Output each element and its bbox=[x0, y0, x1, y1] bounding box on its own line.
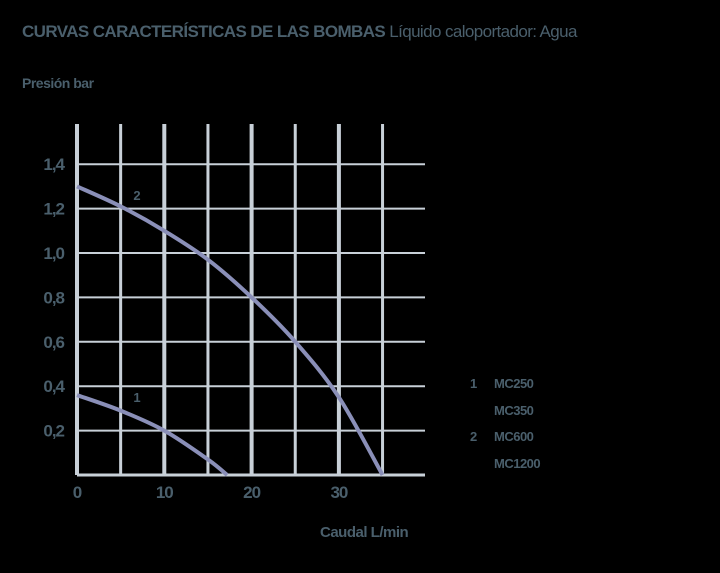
legend-item: MC1200 bbox=[494, 455, 541, 471]
legend-item: 2 MC600 bbox=[470, 429, 534, 444]
x-tick-label: 30 bbox=[330, 483, 347, 502]
curve-label: 2 bbox=[133, 188, 140, 203]
legend-item: MC350 bbox=[494, 402, 534, 418]
x-tick-label: 10 bbox=[156, 483, 173, 502]
legend-item: 1 MC250 bbox=[470, 376, 534, 391]
x-tick-label: 0 bbox=[73, 483, 82, 502]
curve-1 bbox=[76, 393, 229, 477]
y-tick-label: 0,8 bbox=[43, 288, 64, 307]
y-axis-label: Presión bar bbox=[22, 75, 94, 91]
y-tick-label: 1,2 bbox=[43, 200, 64, 219]
y-tick-label: 0,4 bbox=[43, 377, 65, 396]
curve-label: 1 bbox=[133, 390, 140, 405]
y-tick-label: 1,4 bbox=[43, 155, 65, 174]
axis-ticks: 0,2 0,4 0,6 0,8 1,0 1,2 1,4 0 10 20 30 bbox=[43, 155, 349, 502]
legend: 1 MC250 MC350 2 MC600 MC1200 bbox=[470, 376, 541, 482]
curve-2 bbox=[76, 184, 385, 476]
x-tick-label: 20 bbox=[243, 483, 260, 502]
x-axis-label: Caudal L/min bbox=[320, 524, 409, 541]
y-tick-label: 1,0 bbox=[43, 244, 64, 263]
y-tick-label: 0,6 bbox=[43, 333, 64, 352]
curves: 12 bbox=[76, 184, 385, 477]
chart-title: CURVAS CARACTERÍSTICAS DE LAS BOMBAS Líq… bbox=[22, 22, 577, 42]
chart-title-main: CURVAS CARACTERÍSTICAS DE LAS BOMBAS bbox=[22, 22, 386, 41]
chart-subtitle: Líquido caloportador: Agua bbox=[389, 22, 577, 41]
y-tick-label: 0,2 bbox=[43, 422, 64, 441]
